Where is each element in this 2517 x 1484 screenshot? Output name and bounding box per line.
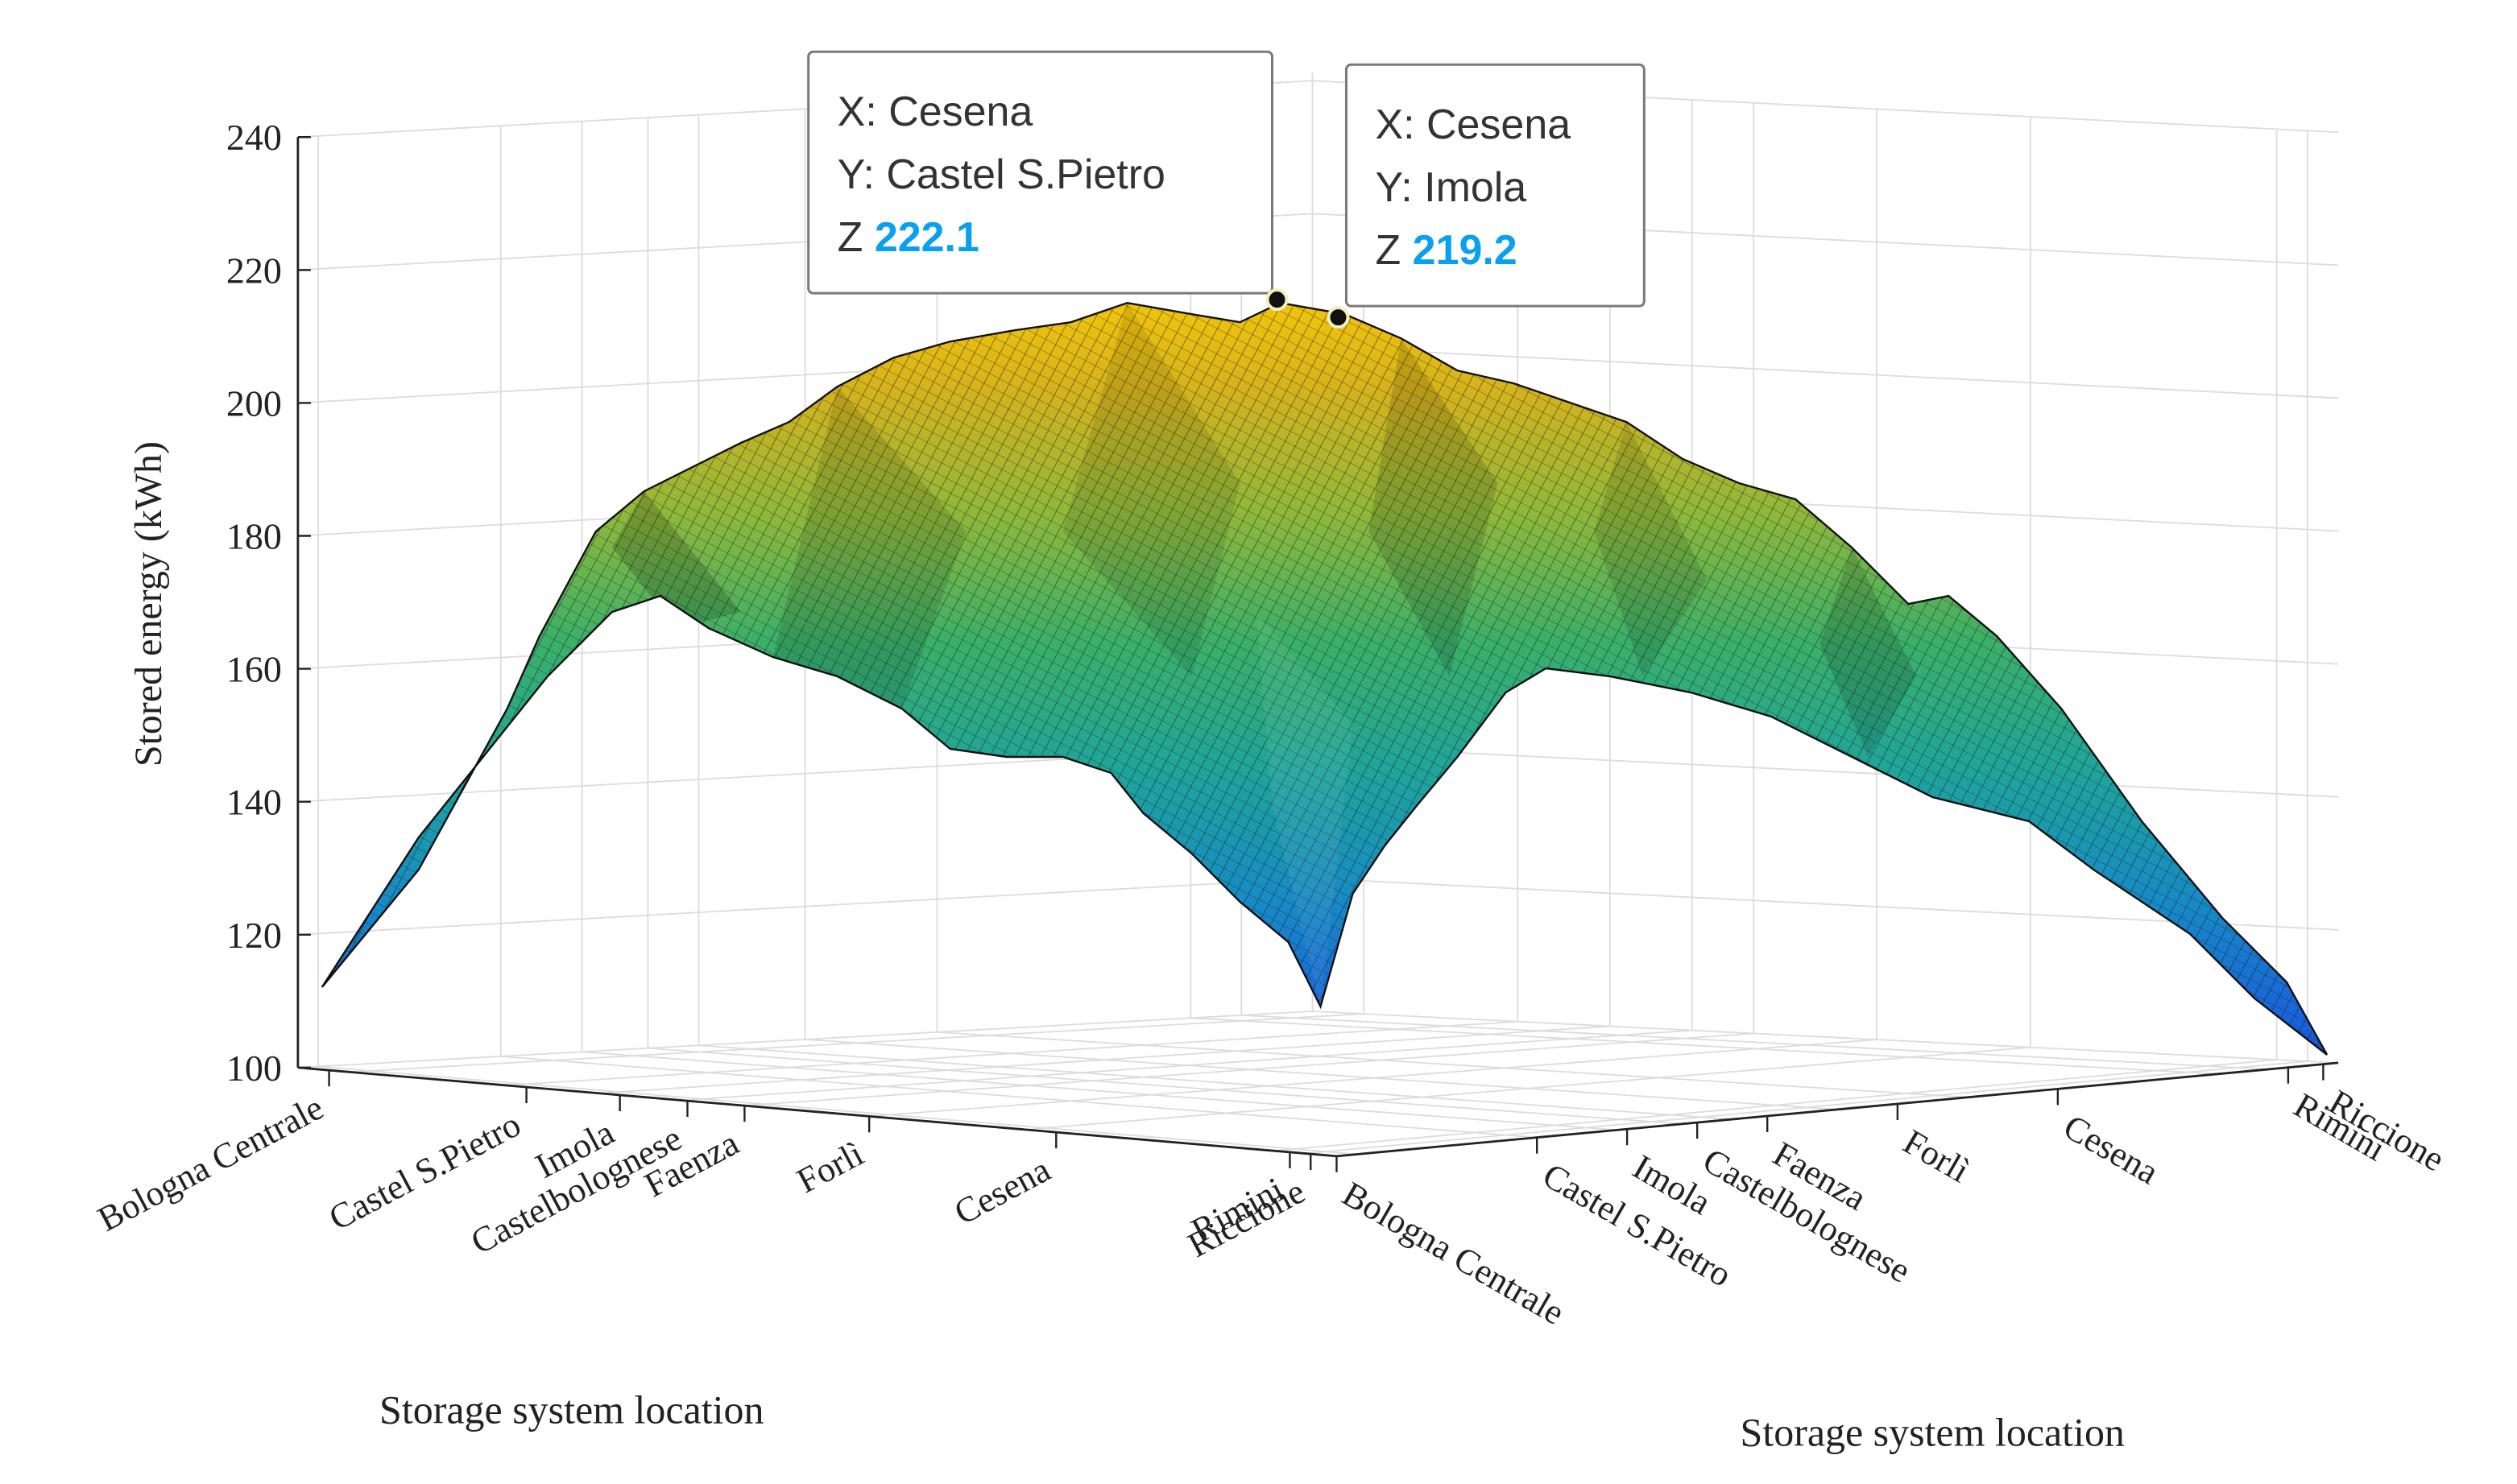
- datatip: X: Cesena Y: Castel S.Pietro Z 222.1: [807, 50, 1289, 312]
- datatip-marker: [1327, 306, 1350, 329]
- z-gridline: [297, 213, 2339, 271]
- z-tick-label: 220: [226, 250, 282, 291]
- datatip-z: Z 219.2: [1375, 227, 1517, 274]
- floor-gridline: [1025, 1046, 2031, 1131]
- floor-gridline: [805, 1038, 1838, 1110]
- y-axis-line: [1336, 1061, 2339, 1158]
- floor-gridline: [598, 1025, 1610, 1094]
- x-axis-title: Storage system location: [379, 1387, 764, 1432]
- floor-gridline: [681, 1029, 1692, 1102]
- datatip-y: Y: Imola: [1375, 164, 1526, 211]
- floor-gridline: [698, 1044, 1733, 1120]
- datatip: X: Cesena Y: Imola Z 219.2: [1327, 63, 1646, 329]
- z-tick-label: 160: [226, 649, 282, 690]
- floor-gridline: [1274, 1059, 2277, 1152]
- floor-gridline: [869, 1039, 1877, 1118]
- z-tick-label: 200: [226, 382, 282, 424]
- x-axis-line: [297, 1066, 1337, 1158]
- y-tick-label: Cesena: [2057, 1107, 2165, 1193]
- z-tick-label: 120: [226, 915, 282, 956]
- floor-gridline: [505, 1020, 1518, 1086]
- floor-gridline: [937, 1031, 1968, 1098]
- y-tick-label: Bologna Centrale: [1335, 1174, 1571, 1333]
- datatip-box: [1344, 63, 1646, 308]
- y-axis-title: Storage system location: [1741, 1410, 2125, 1455]
- floor-gridline: [1305, 1060, 2308, 1155]
- datatip-x: X: Cesena: [1375, 101, 1571, 148]
- datatip-marker: [1265, 288, 1289, 312]
- floor-gridline: [317, 1065, 1357, 1155]
- floor-gridline: [1241, 1014, 2269, 1070]
- z-tick-label: 140: [226, 782, 282, 823]
- floor-gridline: [582, 1051, 1617, 1131]
- datatip-y: Y: Castel S.Pietro: [838, 151, 1165, 198]
- z-gridline: [297, 80, 2339, 138]
- floor-gridline: [1190, 1017, 2218, 1075]
- datatip-x: X: Cesena: [838, 89, 1033, 135]
- x-tick-label: Bologna Centrale: [91, 1088, 329, 1239]
- z-tick-label: 180: [226, 516, 282, 557]
- z-tick-label: 240: [226, 117, 282, 158]
- datatip-z: Z 222.1: [838, 214, 979, 261]
- z-tick-label: 100: [226, 1048, 282, 1089]
- floor-gridline: [350, 1013, 1364, 1073]
- x-tick-label: Forlì: [790, 1134, 870, 1201]
- surface-mesh: [321, 301, 2329, 1056]
- floor-gridline: [744, 1032, 1754, 1107]
- x-tick-label: Cesena: [948, 1150, 1057, 1233]
- z-axis-title: Stored energy (kWh): [127, 441, 170, 767]
- floor-gridline: [500, 1055, 1538, 1139]
- floor-gridline: [648, 1047, 1683, 1125]
- datatip-box: [807, 50, 1273, 295]
- y-tick-label: Forlì: [1897, 1122, 1977, 1190]
